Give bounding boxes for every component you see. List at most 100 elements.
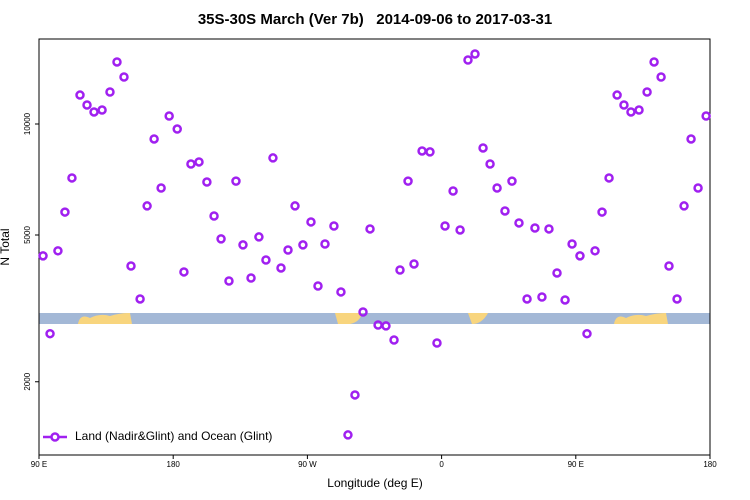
legend-marker [50, 432, 60, 442]
point [329, 221, 339, 231]
point [238, 240, 248, 250]
point [306, 217, 316, 227]
point [455, 225, 465, 235]
point [530, 223, 540, 233]
point [500, 206, 510, 216]
point [642, 87, 652, 97]
point [425, 147, 435, 157]
point [463, 55, 473, 65]
point [268, 153, 278, 163]
point [672, 294, 682, 304]
point [514, 218, 524, 228]
x-tick-label: 90 E [31, 460, 47, 469]
point [194, 157, 204, 167]
x-tick-label: 180 [703, 460, 717, 469]
point [470, 49, 480, 59]
point [156, 183, 166, 193]
x-axis-label: Longitude (deg E) [327, 476, 422, 490]
plot-frame [38, 38, 711, 456]
point [693, 183, 703, 193]
point [686, 134, 696, 144]
point [149, 134, 159, 144]
point [298, 240, 308, 250]
point [381, 321, 391, 331]
point [209, 211, 219, 221]
point [664, 261, 674, 271]
point [97, 105, 107, 115]
point [417, 146, 427, 156]
point [60, 207, 70, 217]
point [164, 111, 174, 121]
point [597, 207, 607, 217]
point [478, 143, 488, 153]
point [82, 100, 92, 110]
point [649, 57, 659, 67]
point [179, 267, 189, 277]
point [701, 111, 711, 121]
point [373, 320, 383, 330]
point [126, 261, 136, 271]
point [89, 107, 99, 117]
legend-label: Land (Nadir&Glint) and Ocean (Glint) [75, 429, 272, 443]
point [119, 72, 129, 82]
x-tick-label: 90 W [298, 460, 317, 469]
point [440, 221, 450, 231]
point [485, 159, 495, 169]
y-tick-label: 2000 [23, 372, 32, 390]
point [507, 176, 517, 186]
point [365, 224, 375, 234]
point [522, 294, 532, 304]
point [604, 173, 614, 183]
point [552, 268, 562, 278]
point [261, 255, 271, 265]
point [432, 338, 442, 348]
point [619, 100, 629, 110]
chart-title: 35S-30S March (Ver 7b) 2014-09-06 to 201… [198, 11, 552, 28]
point [448, 186, 458, 196]
point [135, 294, 145, 304]
point [45, 328, 55, 339]
point [350, 390, 360, 400]
point [656, 72, 666, 82]
point [276, 263, 286, 273]
point [343, 430, 353, 440]
point [575, 251, 585, 261]
point [53, 246, 63, 256]
y-axis-label: N Total [0, 228, 12, 265]
point [626, 107, 636, 117]
point [679, 201, 689, 211]
point [537, 292, 547, 302]
point [567, 239, 577, 249]
point [105, 87, 115, 97]
point [389, 335, 399, 345]
point [224, 276, 234, 286]
point [358, 307, 368, 317]
point [560, 295, 570, 305]
y-tick-label: 5000 [23, 226, 32, 244]
point [283, 245, 293, 255]
map-strip [39, 313, 710, 324]
point [290, 201, 300, 211]
point [231, 176, 241, 186]
point [186, 159, 196, 169]
point [38, 251, 48, 261]
point [590, 246, 600, 256]
x-tick-label: 180 [167, 460, 181, 469]
x-tick-label: 0 [439, 460, 444, 469]
point [492, 183, 502, 193]
point [634, 105, 644, 115]
point [612, 90, 622, 100]
point [75, 90, 85, 100]
point [582, 328, 592, 339]
point [254, 232, 264, 242]
point [202, 177, 212, 187]
point [216, 234, 226, 244]
point [544, 224, 554, 234]
point [313, 281, 323, 291]
point [336, 287, 346, 297]
y-tick-label: 10000 [23, 112, 32, 135]
point [112, 57, 122, 67]
point [172, 124, 182, 134]
point [142, 201, 152, 211]
